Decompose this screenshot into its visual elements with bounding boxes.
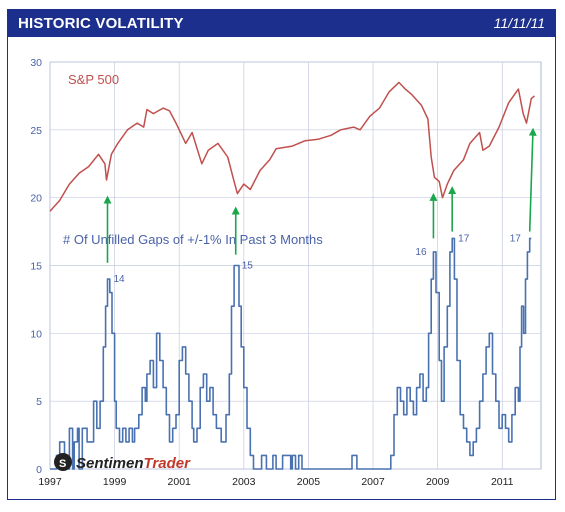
y-tick-label: 25 (30, 125, 42, 137)
page-title: HISTORIC VOLATILITY (18, 15, 184, 32)
y-tick-label: 20 (30, 193, 42, 205)
x-tick-label: 2011 (491, 476, 514, 488)
chart-series (49, 81, 535, 470)
x-tick-label: 2007 (361, 476, 385, 488)
x-tick-label: 1997 (38, 476, 62, 488)
gaps-label: # Of Unfilled Gaps of +/-1% In Past 3 Mo… (63, 232, 323, 247)
sp500-label: S&P 500 (68, 72, 119, 87)
peak-value-label: 17 (458, 233, 470, 244)
logo-text-a: Sentimen (76, 455, 144, 472)
chart-frame: HISTORIC VOLATILITY 11/11/11 (7, 9, 556, 500)
peak-value-label: 14 (113, 274, 125, 285)
logo-wordmark: SentimenTrader (76, 455, 191, 472)
logo-icon (54, 453, 72, 471)
logo-text-b: Trader (144, 455, 192, 472)
peak-value-label: 16 (415, 247, 427, 258)
y-tick-label: 10 (30, 328, 42, 340)
x-tick-label: 2005 (297, 476, 321, 488)
logo-icon-glyph: S (59, 458, 66, 470)
x-tick-label: 1999 (103, 476, 127, 488)
chart-grid (49, 61, 542, 470)
peak-value-label: 15 (242, 261, 254, 272)
report-date: 11/11/11 (493, 15, 545, 31)
chart-axes: 0 5 10 15 20 25 30 1997 1999 2001 2003 2005 2007 2009… (30, 57, 513, 488)
y-tick-label: 30 (30, 57, 42, 69)
sp500-series-line (49, 81, 535, 212)
sentimentrader-logo: S SentimenTrader (54, 453, 191, 472)
x-tick-label: 2001 (168, 476, 192, 488)
y-tick-label: 15 (30, 261, 42, 273)
chart-annotations: S&P 500 # Of Unfilled Gaps of +/-1% In Pa… (63, 72, 537, 285)
peak-value-label: 17 (510, 233, 522, 244)
highlight-arrow (528, 127, 537, 232)
x-tick-label: 2009 (426, 476, 450, 488)
header-bar: HISTORIC VOLATILITY 11/11/11 (8, 10, 555, 37)
y-tick-label: 5 (36, 396, 42, 408)
y-tick-label: 0 (36, 464, 42, 476)
x-tick-label: 2003 (232, 476, 256, 488)
gaps-series-line (50, 237, 532, 470)
